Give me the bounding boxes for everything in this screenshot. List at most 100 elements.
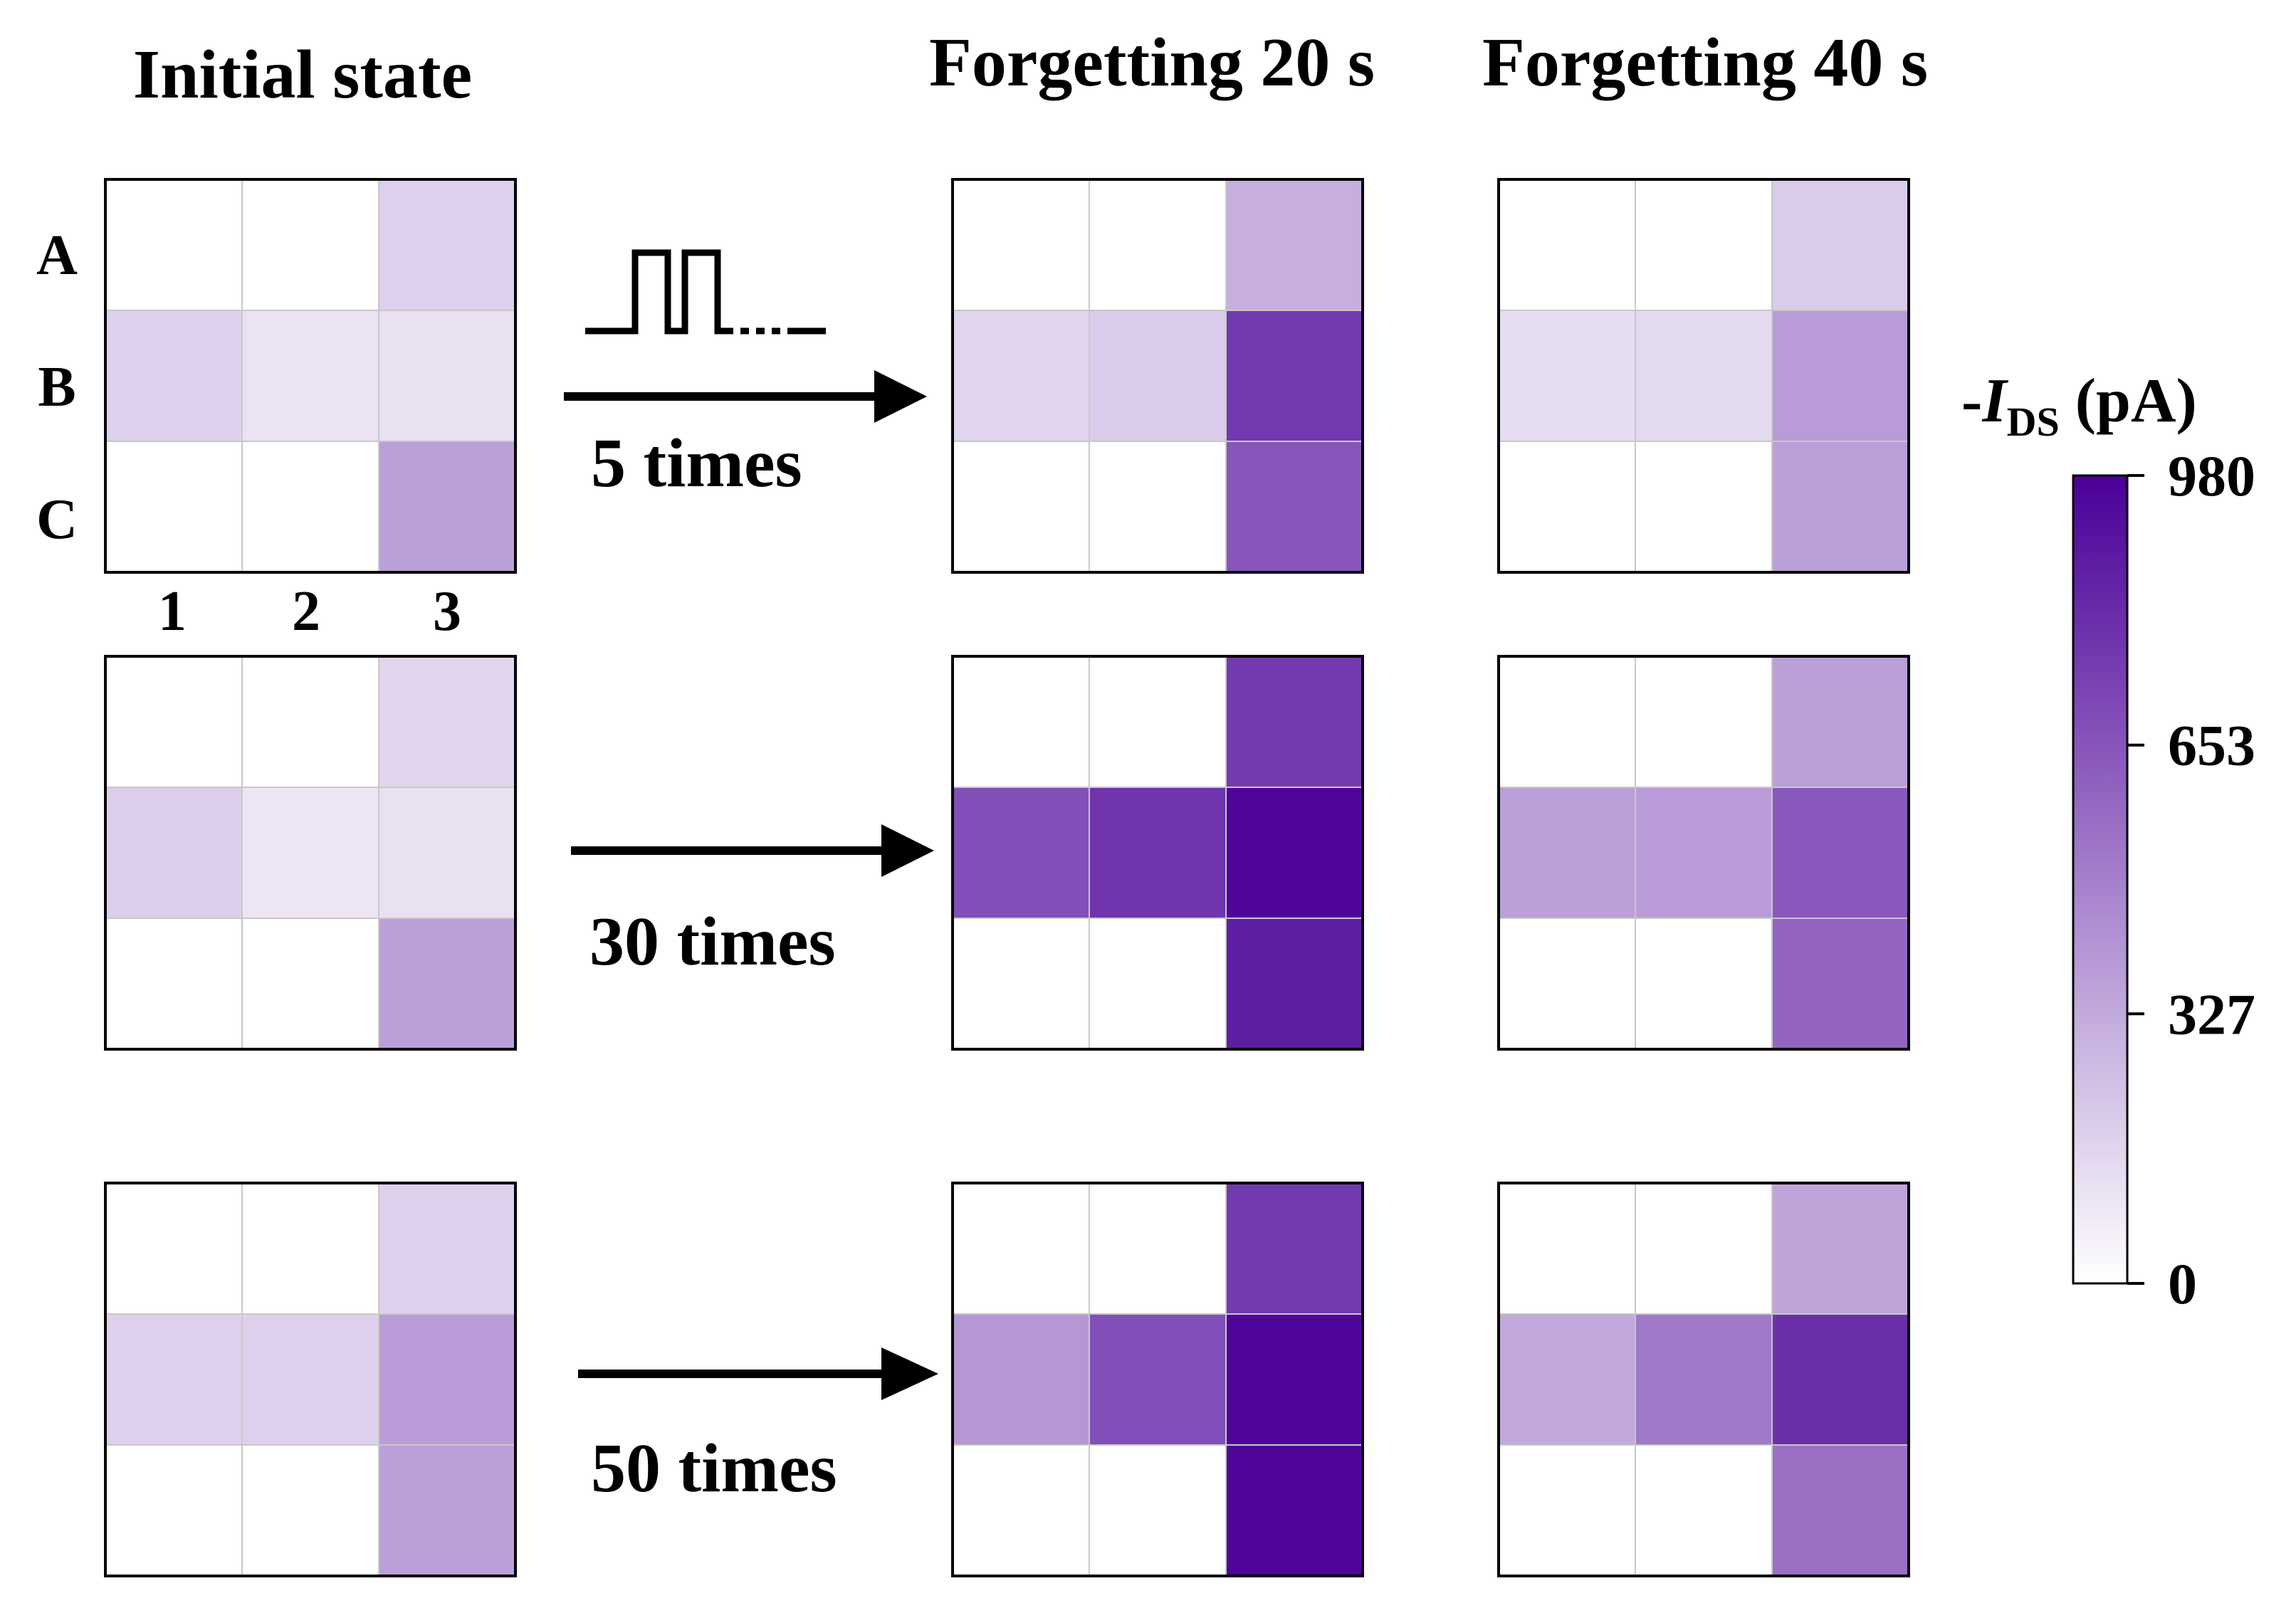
heatmap-cell xyxy=(1771,179,1909,311)
heatmap-cell xyxy=(952,656,1090,788)
heatmap-cell xyxy=(241,656,379,788)
colorbar-tick-label: 0 xyxy=(2168,1251,2197,1316)
heatmap-cell xyxy=(1635,656,1773,788)
heatmap-cell xyxy=(105,787,243,919)
heatmap-cell xyxy=(1635,441,1773,573)
arrow-icon xyxy=(564,370,927,423)
heatmap-cell xyxy=(1089,1182,1227,1315)
heatmap-cell xyxy=(1225,179,1363,311)
heatmap-cell xyxy=(1089,310,1227,442)
heatmap-panel-frame xyxy=(104,655,517,1051)
heatmap-cell xyxy=(952,1313,1090,1446)
heatmap-cell xyxy=(952,918,1090,1050)
heatmap-panel xyxy=(1497,655,1910,1051)
heatmap-cell xyxy=(378,179,516,311)
colorbar-gradient xyxy=(2072,474,2129,1285)
heatmap-panel-frame xyxy=(951,178,1364,574)
heatmap-cell xyxy=(1498,310,1636,442)
heatmap-cell xyxy=(105,1182,243,1315)
heatmap-cell xyxy=(1498,441,1636,573)
heatmap-cell xyxy=(241,787,379,919)
heatmap-cell xyxy=(952,1444,1090,1577)
heatmap-panel-frame xyxy=(104,178,517,574)
heatmap-panel-frame xyxy=(951,655,1364,1051)
heatmap-cell xyxy=(1498,656,1636,788)
heatmap-cell xyxy=(241,179,379,311)
heatmap-cell xyxy=(952,179,1090,311)
heatmap-cell xyxy=(105,310,243,442)
stim-label-5: 5 times xyxy=(591,425,802,502)
heatmap-cell xyxy=(378,1444,516,1577)
heatmap-cell xyxy=(1089,918,1227,1050)
heatmap-cell xyxy=(952,441,1090,573)
heatmap-cell xyxy=(241,1444,379,1577)
heatmap-panel xyxy=(104,655,517,1051)
heatmap-cell xyxy=(952,1182,1090,1315)
heatmap-cell xyxy=(1635,787,1773,919)
stim-label-50: 50 times xyxy=(591,1430,837,1507)
heatmap-cell xyxy=(241,1182,379,1315)
stim-label-30: 30 times xyxy=(589,903,836,980)
colorbar-tick-label: 327 xyxy=(2168,982,2255,1046)
heatmap-cell xyxy=(1771,1313,1909,1446)
heatmap-cell xyxy=(1498,1444,1636,1577)
heatmap-cell xyxy=(1089,1313,1227,1446)
heatmap-panel-frame xyxy=(1497,1182,1910,1577)
col-label-3: 3 xyxy=(433,580,461,643)
heatmap-cell xyxy=(1771,787,1909,919)
heatmap-cell xyxy=(241,441,379,573)
heatmap-cell xyxy=(378,787,516,919)
row-label-b: B xyxy=(38,356,75,419)
heatmap-cell xyxy=(1498,918,1636,1050)
header-forgetting-40s: Forgetting 40 s xyxy=(1482,24,1928,101)
heatmap-cell xyxy=(1225,310,1363,442)
heatmap-cell xyxy=(378,918,516,1050)
heatmap-cell xyxy=(105,656,243,788)
heatmap-cell xyxy=(1089,656,1227,788)
heatmap-panel xyxy=(951,655,1364,1051)
heatmap-cell xyxy=(1225,656,1363,788)
heatmap-cell xyxy=(1771,918,1909,1050)
heatmap-cell xyxy=(1225,1444,1363,1577)
heatmap-cell xyxy=(1635,1444,1773,1577)
heatmap-panel xyxy=(1497,1182,1910,1577)
col-label-2: 2 xyxy=(292,580,320,643)
heatmap-cell xyxy=(1498,787,1636,919)
heatmap-cell xyxy=(105,179,243,311)
heatmap-cell xyxy=(378,656,516,788)
heatmap-panel-frame xyxy=(951,1182,1364,1577)
heatmap-panel xyxy=(1497,178,1910,574)
heatmap-panel xyxy=(104,178,517,574)
heatmap-cell xyxy=(1771,441,1909,573)
heatmap-cell xyxy=(241,1313,379,1446)
arrow-icon xyxy=(578,1347,938,1400)
heatmap-cell xyxy=(1225,918,1363,1050)
heatmap-panels xyxy=(104,178,1910,1577)
arrow-icon xyxy=(571,824,934,877)
colorbar-title: -IDS (pA) xyxy=(1961,367,2197,445)
header-initial-state: Initial state xyxy=(133,36,472,113)
heatmap-cell xyxy=(1089,179,1227,311)
heatmap-cell xyxy=(1089,1444,1227,1577)
row-label-c: C xyxy=(36,488,78,551)
heatmap-cell xyxy=(105,1313,243,1446)
heatmap-cell xyxy=(1225,787,1363,919)
heatmap-cell xyxy=(241,310,379,442)
heatmap-cell xyxy=(378,1313,516,1446)
heatmap-cell xyxy=(1771,310,1909,442)
heatmap-cell xyxy=(105,1444,243,1577)
heatmap-cell xyxy=(378,441,516,573)
heatmap-cell xyxy=(1498,1182,1636,1315)
heatmap-panel-frame xyxy=(104,1182,517,1577)
heatmap-panel xyxy=(104,1182,517,1577)
heatmap-cell xyxy=(1225,441,1363,573)
heatmap-cell xyxy=(1225,1313,1363,1446)
colorbar-tick-label: 980 xyxy=(2168,443,2255,508)
heatmap-cell xyxy=(1635,1313,1773,1446)
heatmap-panel-frame xyxy=(1497,655,1910,1051)
heatmap-cell xyxy=(1771,656,1909,788)
pulse-train-icon xyxy=(585,249,733,335)
heatmap-cell xyxy=(1498,179,1636,311)
heatmap-cell xyxy=(1635,1182,1773,1315)
